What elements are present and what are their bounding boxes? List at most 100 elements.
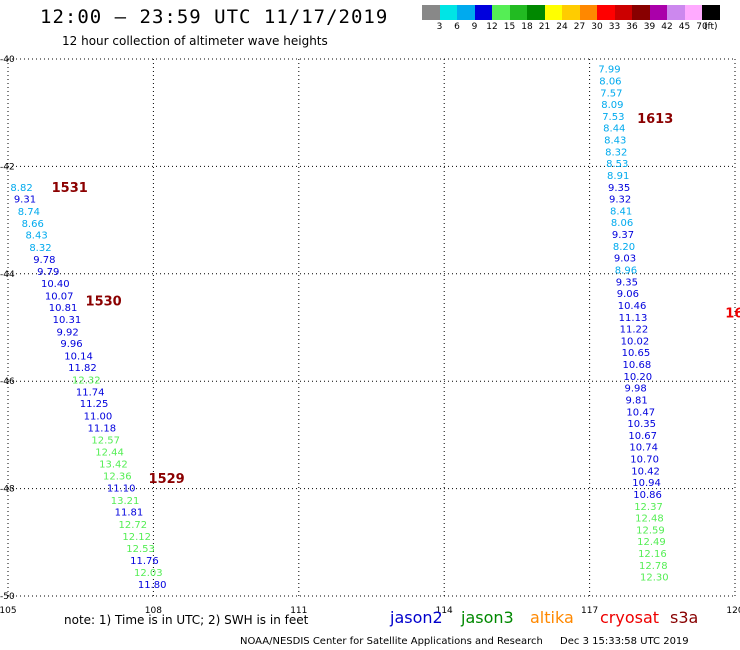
colorbar-label: 33 (608, 22, 621, 32)
swh-value: 8.44 (603, 124, 625, 135)
time-label: 1531 (52, 181, 88, 196)
swh-value: 11.25 (80, 399, 109, 410)
colorbar-label: 3 (436, 22, 443, 32)
swh-value: 9.96 (60, 339, 82, 350)
lat-tick-label: -46 (0, 377, 15, 387)
colorbar-label: 9 (471, 22, 478, 32)
colorbar-label: 36 (626, 22, 638, 32)
swh-value: 10.40 (41, 279, 70, 290)
swh-value: 10.42 (631, 466, 660, 477)
swh-value: 11.82 (68, 363, 97, 374)
swh-value: 10.68 (623, 360, 652, 371)
colorbar-swatch (614, 5, 632, 20)
swh-value: 11.22 (620, 325, 649, 336)
swh-value: 8.43 (25, 231, 47, 242)
colorbar-label: 24 (556, 22, 568, 32)
footer-credit: NOAA/NESDIS Center for Satellite Applica… (240, 636, 703, 647)
colorbar-label: 6 (454, 22, 460, 32)
swh-value: 10.46 (618, 301, 647, 312)
swh-value: 8.32 (605, 147, 627, 158)
legend-bar: note: 1) Time is in UTC; 2) SWH is in fe… (0, 608, 740, 630)
swh-value: 9.37 (612, 230, 634, 241)
swh-value: 12.53 (126, 544, 155, 555)
swh-value: 10.31 (53, 315, 82, 326)
swh-value: 8.32 (29, 243, 51, 254)
swh-value: 10.14 (64, 351, 93, 362)
colorbar-label: 12 (486, 22, 498, 32)
legend-note: note: 1) Time is in UTC; 2) SWH is in fe… (64, 613, 309, 627)
lat-tick-label: -40 (0, 55, 15, 65)
time-label: 1529 (149, 472, 185, 487)
colorbar-swatch (439, 5, 457, 20)
page-subtitle: 12 hour collection of altimeter wave hei… (62, 34, 328, 48)
swh-value: 11.81 (115, 508, 144, 519)
swh-value: 12.78 (639, 561, 668, 572)
swh-value: 8.53 (606, 159, 628, 170)
lon-tick-label: 117 (581, 606, 598, 616)
swh-value: 9.92 (56, 327, 78, 338)
swh-value: 9.03 (614, 254, 636, 265)
swh-value: 8.41 (610, 206, 632, 217)
mission-cryosat: cryosat (600, 608, 660, 627)
swh-value: 11.13 (619, 313, 648, 324)
colorbar-swatch (702, 5, 720, 20)
lat-tick-label: -48 (0, 485, 15, 495)
colorbar-swatch (597, 5, 615, 20)
lon-tick-label: 114 (436, 606, 453, 616)
lat-tick-label: -44 (0, 270, 15, 280)
swh-value: 8.43 (604, 136, 626, 147)
lat-tick-label: -50 (0, 592, 15, 602)
swh-value: 10.35 (627, 419, 656, 430)
swh-value: 7.53 (602, 112, 624, 123)
swh-value: 10.67 (628, 431, 657, 442)
colorbar-swatch (509, 5, 527, 20)
swh-value: 12.32 (72, 376, 101, 387)
colorbar-swatch (579, 5, 597, 20)
swh-value: 12.03 (134, 568, 163, 579)
swh-value: 12.49 (637, 537, 666, 548)
time-label: 1530 (86, 295, 122, 310)
colorbar-swatch (474, 5, 492, 20)
swh-value: 10.94 (632, 478, 661, 489)
swh-value: 12.59 (636, 525, 665, 536)
swh-value: 12.44 (95, 448, 124, 459)
colorbar-swatch (667, 5, 685, 20)
swh-value: 11.74 (76, 387, 105, 398)
lon-tick-label: 105 (0, 606, 17, 616)
swh-value: 9.32 (609, 195, 631, 206)
page-title: 12:00 – 23:59 UTC 11/17/2019 (40, 6, 389, 28)
colorbar-label: 70 (696, 22, 708, 32)
swh-value: 10.86 (633, 490, 662, 501)
colorbar-label: 39 (643, 22, 656, 32)
mission-s3a: s3a (670, 608, 699, 627)
swh-value: 8.96 (615, 266, 637, 277)
swh-value: 12.30 (640, 573, 669, 584)
swh-value: 8.20 (613, 242, 635, 253)
credit-text: NOAA/NESDIS Center for Satellite Applica… (240, 636, 543, 647)
colorbar-label: (ft) (703, 22, 718, 32)
swh-value: 10.20 (624, 372, 653, 383)
swh-colorbar (422, 5, 720, 20)
colorbar-labels: 3 6 9 12 15 18 21 24 27 30 33 36 39 42 45 70 (ft) (422, 22, 740, 36)
swh-value: 9.81 (625, 395, 647, 406)
swh-value: 7.99 (598, 65, 620, 76)
swh-value: 10.02 (621, 336, 650, 347)
swh-value: 8.06 (611, 218, 633, 229)
swh-value: 12.12 (122, 532, 151, 543)
swh-value: 8.74 (18, 207, 40, 218)
colorbar-label: 42 (661, 22, 673, 32)
colorbar-swatch (562, 5, 580, 20)
colorbar-swatch (632, 5, 650, 20)
colorbar-label: 45 (678, 22, 691, 32)
lon-tick-label: 111 (290, 606, 307, 616)
swh-value: 8.91 (607, 171, 629, 182)
swh-value: 9.78 (33, 255, 55, 266)
swh-value: 10.70 (630, 455, 659, 466)
time-label: 1613 (637, 112, 673, 127)
colorbar-swatch (684, 5, 702, 20)
swh-value: 7.57 (600, 88, 622, 99)
swh-value: 10.65 (622, 348, 651, 359)
swh-value: 13.42 (99, 459, 128, 470)
swh-value: 9.35 (616, 277, 638, 288)
